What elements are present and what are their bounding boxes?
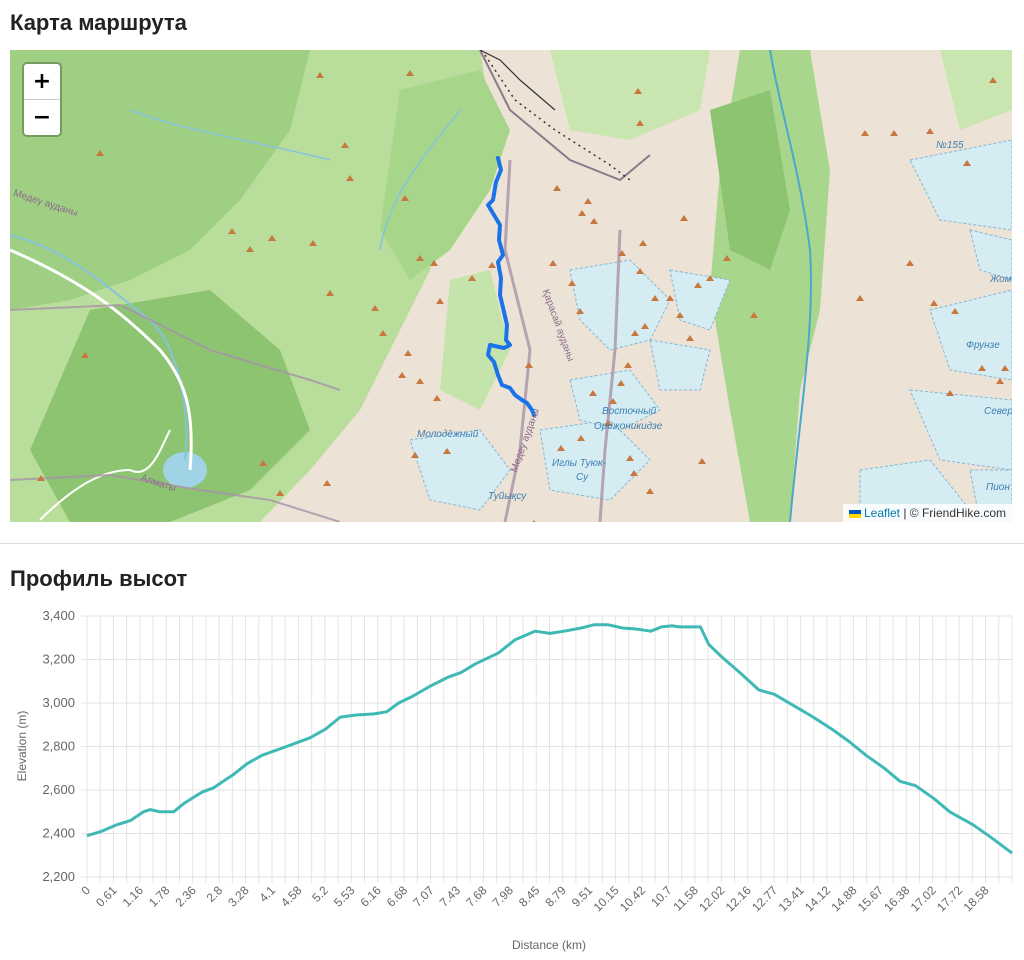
map-section-title: Карта маршрута bbox=[10, 10, 187, 35]
x-tick-label: 13.41 bbox=[776, 883, 807, 914]
x-axis-ticks: 0 0.61 1.16 1.78 2.36 2.8 3.28 4.1 4.58 5.2 5.53 6.… bbox=[78, 883, 991, 914]
map-label-sever: Север bbox=[984, 406, 1012, 417]
y-axis-label: Elevation (m) bbox=[15, 711, 29, 782]
x-tick-label: 7.07 bbox=[410, 883, 437, 910]
x-tick-label: 2.8 bbox=[204, 883, 226, 905]
y-tick-label: 2,600 bbox=[42, 782, 75, 797]
x-tick-label: 8.79 bbox=[542, 883, 569, 910]
map-label-vostochny: Восточный bbox=[602, 406, 657, 417]
elevation-line bbox=[86, 623, 1013, 855]
y-tick-label: 2,200 bbox=[42, 869, 75, 884]
x-tick-label: 10.42 bbox=[617, 883, 648, 914]
y-tick-label: 3,200 bbox=[42, 652, 75, 667]
map-label-molodezhny: Молодёжный bbox=[417, 429, 479, 440]
x-tick-label: 10.7 bbox=[648, 883, 675, 910]
x-tick-label: 6.16 bbox=[357, 883, 384, 910]
x-tick-label: 7.43 bbox=[437, 883, 464, 910]
map-label-zhom: Жом bbox=[990, 274, 1012, 285]
x-tick-label: 14.12 bbox=[802, 883, 833, 914]
attribution-copyright: © FriendHike.com bbox=[909, 506, 1006, 520]
x-tick-label: 18.58 bbox=[961, 883, 992, 914]
x-tick-label: 1.16 bbox=[120, 883, 147, 910]
x-tick-label: 14.88 bbox=[828, 883, 859, 914]
map-label-ordzhonikidze: Орджоникидзе bbox=[594, 421, 663, 432]
leaflet-link[interactable]: Leaflet bbox=[863, 506, 900, 520]
x-tick-label: 1.78 bbox=[146, 883, 173, 910]
y-tick-label: 3,400 bbox=[42, 608, 75, 623]
zoom-out-button[interactable]: − bbox=[32, 105, 52, 130]
x-tick-label: 3.28 bbox=[225, 883, 252, 910]
zoom-in-button[interactable]: + bbox=[24, 64, 60, 100]
map-label-su: Су bbox=[576, 472, 589, 483]
x-tick-label: 5.2 bbox=[309, 883, 331, 905]
y-tick-label: 3,000 bbox=[42, 695, 75, 710]
x-tick-label: 0.61 bbox=[93, 883, 120, 910]
x-tick-label: 2.36 bbox=[172, 883, 199, 910]
x-tick-label: 4.58 bbox=[278, 883, 305, 910]
x-tick-label: 12.77 bbox=[749, 883, 780, 914]
profile-section-title: Профиль высот bbox=[10, 566, 188, 591]
x-tick-label: 6.68 bbox=[384, 883, 411, 910]
x-tick-label: 7.98 bbox=[490, 883, 517, 910]
x-tick-label: 17.72 bbox=[934, 883, 965, 914]
x-tick-label: 12.02 bbox=[696, 883, 727, 914]
route-map[interactable]: Медеу ауданы Қарасай ауданы Медеу ауданы… bbox=[10, 50, 1012, 522]
elevation-chart[interactable]: 2,200 2,400 2,600 2,800 3,000 3,200 3,400 0 0.6… bbox=[0, 600, 1024, 960]
x-tick-label: 10.15 bbox=[591, 883, 622, 914]
map-attribution: Leaflet | © FriendHike.com bbox=[842, 504, 1012, 522]
map-label-igly-tuyuk: Иглы Туюк- bbox=[552, 458, 607, 469]
map-label-tuyksu: Туйықсу bbox=[488, 491, 527, 502]
zoom-control: + − bbox=[22, 62, 62, 137]
x-tick-label: 5.53 bbox=[331, 883, 358, 910]
section-divider bbox=[0, 543, 1024, 544]
y-axis-ticks: 2,200 2,400 2,600 2,800 3,000 3,200 3,400 bbox=[42, 608, 75, 884]
x-tick-label: 12.16 bbox=[723, 883, 754, 914]
x-tick-label: 8.45 bbox=[516, 883, 543, 910]
y-tick-label: 2,800 bbox=[42, 739, 75, 754]
x-axis-label: Distance (km) bbox=[512, 938, 586, 952]
ukraine-flag-icon bbox=[848, 509, 861, 518]
y-tick-label: 2,400 bbox=[42, 826, 75, 841]
map-tiles[interactable] bbox=[10, 50, 1012, 522]
x-tick-label: 15.67 bbox=[855, 883, 886, 914]
map-label-frunze: Фрунзе bbox=[966, 340, 1000, 351]
x-tick-label: 11.58 bbox=[670, 883, 701, 914]
x-tick-label: 16.38 bbox=[881, 883, 912, 914]
chart-grid bbox=[81, 615, 1013, 883]
x-tick-label: 4.1 bbox=[256, 883, 278, 905]
attribution-separator: | bbox=[900, 506, 910, 520]
x-tick-label: 7.68 bbox=[463, 883, 490, 910]
map-label-pion: Пион bbox=[986, 482, 1010, 493]
x-tick-label: 0 bbox=[78, 883, 93, 898]
map-label-n155: №155 bbox=[936, 140, 964, 151]
x-tick-label: 17.02 bbox=[908, 883, 939, 914]
